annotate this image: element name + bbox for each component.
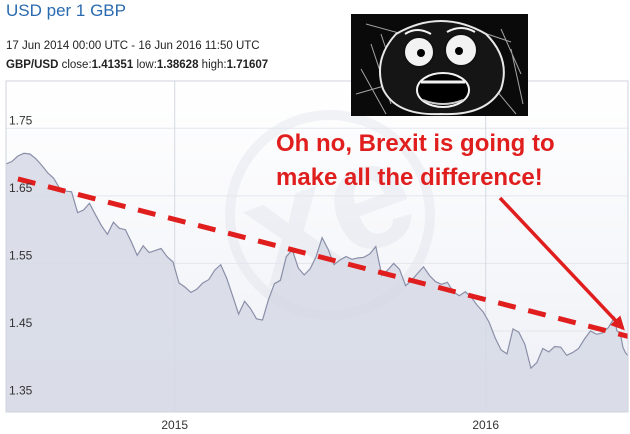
y-tick-label: 1.65 [9,181,33,195]
currency-pair: GBP/USD [6,59,59,71]
shocked-face-meme-icon [351,14,528,116]
low-label: low: [136,59,157,71]
annotation: Oh no, Brexit is going to make all the di… [276,130,625,331]
y-tick-label: 1.75 [9,113,33,127]
annotation-text: make all the difference! [276,164,543,191]
annotation-text: Oh no, Brexit is going to [276,130,555,157]
trend-line [17,176,629,339]
area-layer [5,152,629,413]
y-tick-label: 1.45 [9,316,33,330]
series-line [5,152,629,370]
x-axis: 2015 2016 [161,418,499,432]
trend-layer [17,176,629,339]
x-tick-label: 2015 [161,418,188,432]
series-area [6,153,628,413]
chart-title: USD per 1 GBP [6,1,126,20]
y-tick-label: 1.35 [9,383,33,397]
close-label: close: [61,59,92,71]
high-value: 1.71607 [226,59,269,71]
annotation-arrow [498,196,625,331]
low-value: 1.38628 [156,59,199,71]
stats-line: GBP/USD close:1.41351 low:1.38628 high:1… [6,59,268,71]
high-label: high: [201,59,227,71]
x-tick-label: 2016 [472,418,499,432]
close-value: 1.41351 [91,59,134,71]
plot-border [5,80,629,413]
y-tick-label: 1.55 [9,248,33,262]
y-axis: 1.35 1.45 1.55 1.65 1.75 [9,113,33,397]
date-range: 17 Jun 2014 00:00 UTC - 16 Jun 2016 11:5… [6,40,260,52]
